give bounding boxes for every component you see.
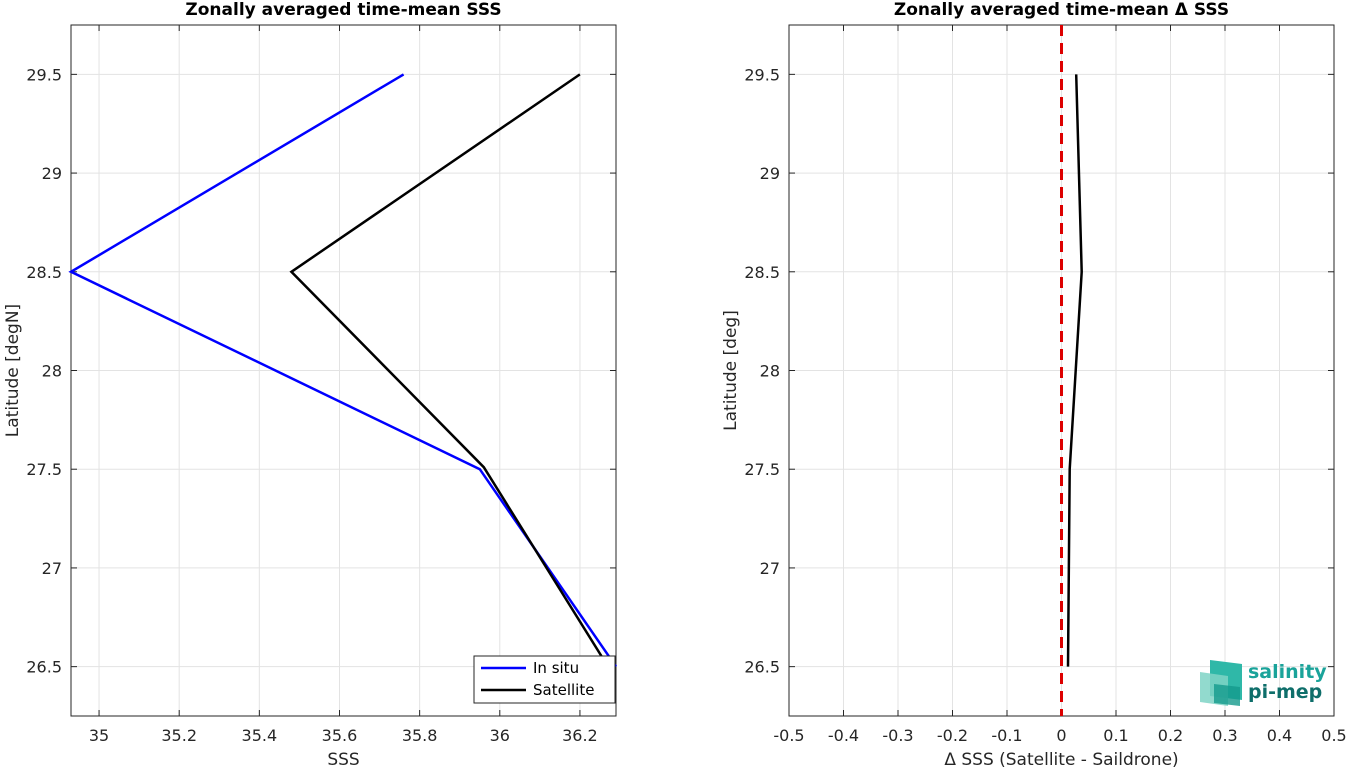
x-tick-label: -0.3	[882, 726, 913, 745]
chart-title: Zonally averaged time-mean SSS	[185, 0, 501, 20]
y-tick-label: 29.5	[26, 65, 62, 84]
logo-mark-layer-2	[1214, 684, 1240, 706]
x-tick-label: 0.1	[1103, 726, 1128, 745]
x-tick-label: -0.2	[937, 726, 968, 745]
x-tick-label: 0.4	[1267, 726, 1292, 745]
x-tick-label: 0	[1056, 726, 1066, 745]
legend: In situ Satellite	[473, 655, 616, 704]
y-tick-label: 27	[42, 559, 62, 578]
x-tick-label: -0.4	[828, 726, 859, 745]
x-axis-label: SSS	[327, 750, 359, 769]
delta-sss-line	[1066, 74, 1083, 667]
logo-text-salinity: salinity	[1248, 661, 1327, 683]
y-axis-label: Latitude [deg]	[721, 310, 741, 431]
y-tick-label: 28.5	[26, 263, 62, 282]
sss-panel: 35 35.2 35.4 35.6 35.8 36 36.2 26.5 27 27.5 28 28.5…	[3, 0, 618, 769]
x-tick-label: 35	[89, 726, 109, 745]
x-tick-label: -0.1	[991, 726, 1022, 745]
y-tick-label: 27.5	[744, 460, 780, 479]
legend-box	[473, 655, 616, 704]
x-tick-label: 0.3	[1212, 726, 1237, 745]
x-axis-label: Δ SSS (Satellite - Saildrone)	[944, 750, 1178, 769]
legend-label-satellite: Satellite	[533, 681, 594, 699]
y-tick-label: 28.5	[744, 263, 780, 282]
y-tick-label: 29	[760, 164, 780, 183]
y-tick-label: 29.5	[744, 65, 780, 84]
logo-text-pi-mep: pi-mep	[1248, 681, 1322, 703]
x-tick-label: 36.2	[562, 726, 598, 745]
y-tick-label: 27.5	[26, 460, 62, 479]
x-tick-label: 35.8	[402, 726, 438, 745]
satellite-line	[289, 73, 610, 668]
y-tick-label: 26.5	[744, 658, 780, 677]
y-tick-label: 29	[42, 164, 62, 183]
x-tick-label: 36	[490, 726, 510, 745]
y-tick-label: 28	[42, 362, 62, 381]
y-axis-label: Latitude [degN]	[3, 304, 23, 437]
x-tick-label: -0.5	[773, 726, 804, 745]
x-tick-label: 0.2	[1158, 726, 1183, 745]
delta-sss-panel: -0.5 -0.4 -0.3 -0.2 -0.1 0 0.1 0.2 0.3 0.4 0.5 26.5…	[721, 0, 1347, 769]
y-tick-label: 26.5	[26, 658, 62, 677]
y-tick-label: 28	[760, 362, 780, 381]
x-tick-label: 35.4	[242, 726, 278, 745]
legend-label-in-situ: In situ	[533, 659, 579, 677]
x-tick-label: 0.5	[1321, 726, 1346, 745]
x-tick-label: 35.2	[161, 726, 197, 745]
chart-title: Zonally averaged time-mean Δ SSS	[894, 0, 1229, 20]
x-tick-label: 35.6	[322, 726, 358, 745]
y-tick-label: 27	[760, 559, 780, 578]
salinity-pi-mep-logo: salinity pi-mep	[1200, 660, 1327, 706]
